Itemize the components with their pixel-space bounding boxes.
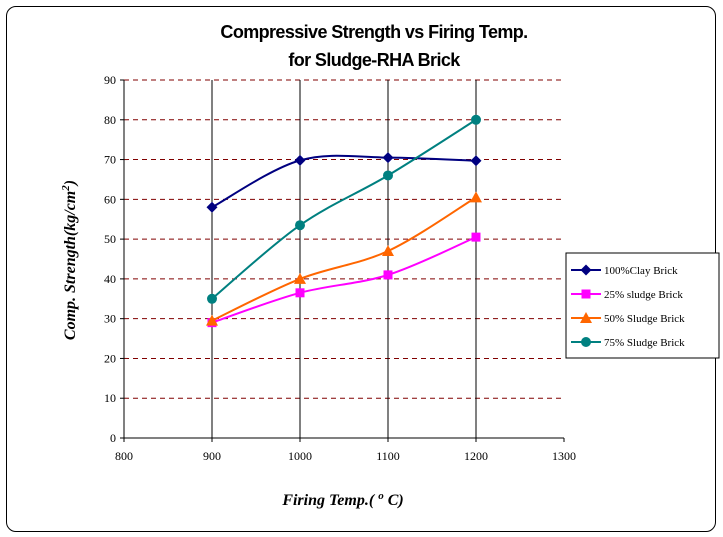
- tick-labels: 0 10 20 30 40 50 60 70 80 90 800 900 1000 1100 1200 130…: [104, 73, 576, 463]
- legend-entry: 50% Sludge Brick: [604, 313, 685, 325]
- y-tick-label: 60: [104, 192, 116, 206]
- data-point: [471, 232, 481, 242]
- y-tick-label: 50: [104, 232, 116, 246]
- legend-box: [565, 252, 720, 359]
- y-tick-label: 10: [104, 391, 116, 405]
- y-tick-label: 70: [104, 153, 116, 167]
- x-tick-label: 900: [203, 449, 221, 463]
- data-point: [295, 220, 305, 231]
- chart-title-line-2: for Sludge-RHA Brick: [288, 50, 461, 70]
- data-point: [382, 245, 394, 257]
- x-tick-label: 1300: [552, 449, 576, 463]
- series-line: [211, 196, 477, 322]
- data-point: [383, 170, 393, 181]
- y-tick-label: 30: [104, 312, 116, 326]
- legend-marker: [580, 312, 592, 323]
- data-point: [206, 201, 218, 213]
- y-tick-label: 0: [110, 431, 116, 445]
- data-point: [206, 314, 218, 326]
- series-line: [211, 118, 477, 300]
- data-point: [383, 270, 393, 280]
- y-axis-label: Comp. Strength(kg/cm2): [60, 180, 79, 340]
- legend-marker: [581, 337, 591, 347]
- y-tick-label: 80: [104, 113, 116, 127]
- legend-entry: 100%Clay Brick: [604, 265, 678, 277]
- y-tick-label: 40: [104, 272, 116, 286]
- series-line: [211, 236, 477, 324]
- legend-entry: 25% sludge Brick: [604, 289, 683, 301]
- chart-title-line-1: Compressive Strength vs Firing Temp.: [220, 22, 527, 42]
- series-3: [207, 114, 481, 304]
- data-point: [470, 191, 482, 203]
- x-axis-label: Firing Temp.( o C): [281, 490, 403, 509]
- legend-entry: 75% Sludge Brick: [604, 337, 685, 349]
- data-point: [207, 293, 217, 304]
- x-tick-label: 800: [115, 449, 133, 463]
- data-point: [294, 154, 306, 166]
- grid: [124, 79, 564, 438]
- data-point: [382, 152, 394, 164]
- y-tick-label: 90: [104, 73, 116, 87]
- legend-marker: [580, 264, 592, 276]
- data-point: [471, 114, 481, 125]
- series-0: [206, 152, 482, 213]
- series: [206, 114, 482, 328]
- data-point: [295, 288, 305, 298]
- legend-marker: [581, 289, 591, 299]
- y-tick-label: 20: [104, 351, 116, 365]
- legend: 100%Clay Brick 25% sludge Brick 50% Sludge…: [565, 252, 720, 359]
- x-tick-label: 1000: [288, 449, 312, 463]
- x-tick-label: 1100: [376, 449, 400, 463]
- data-point: [470, 155, 482, 167]
- series-1: [207, 232, 481, 328]
- axes: [120, 79, 565, 442]
- series-2: [206, 191, 482, 326]
- x-tick-label: 1200: [464, 449, 488, 463]
- series-line: [211, 154, 477, 209]
- data-point: [294, 272, 306, 284]
